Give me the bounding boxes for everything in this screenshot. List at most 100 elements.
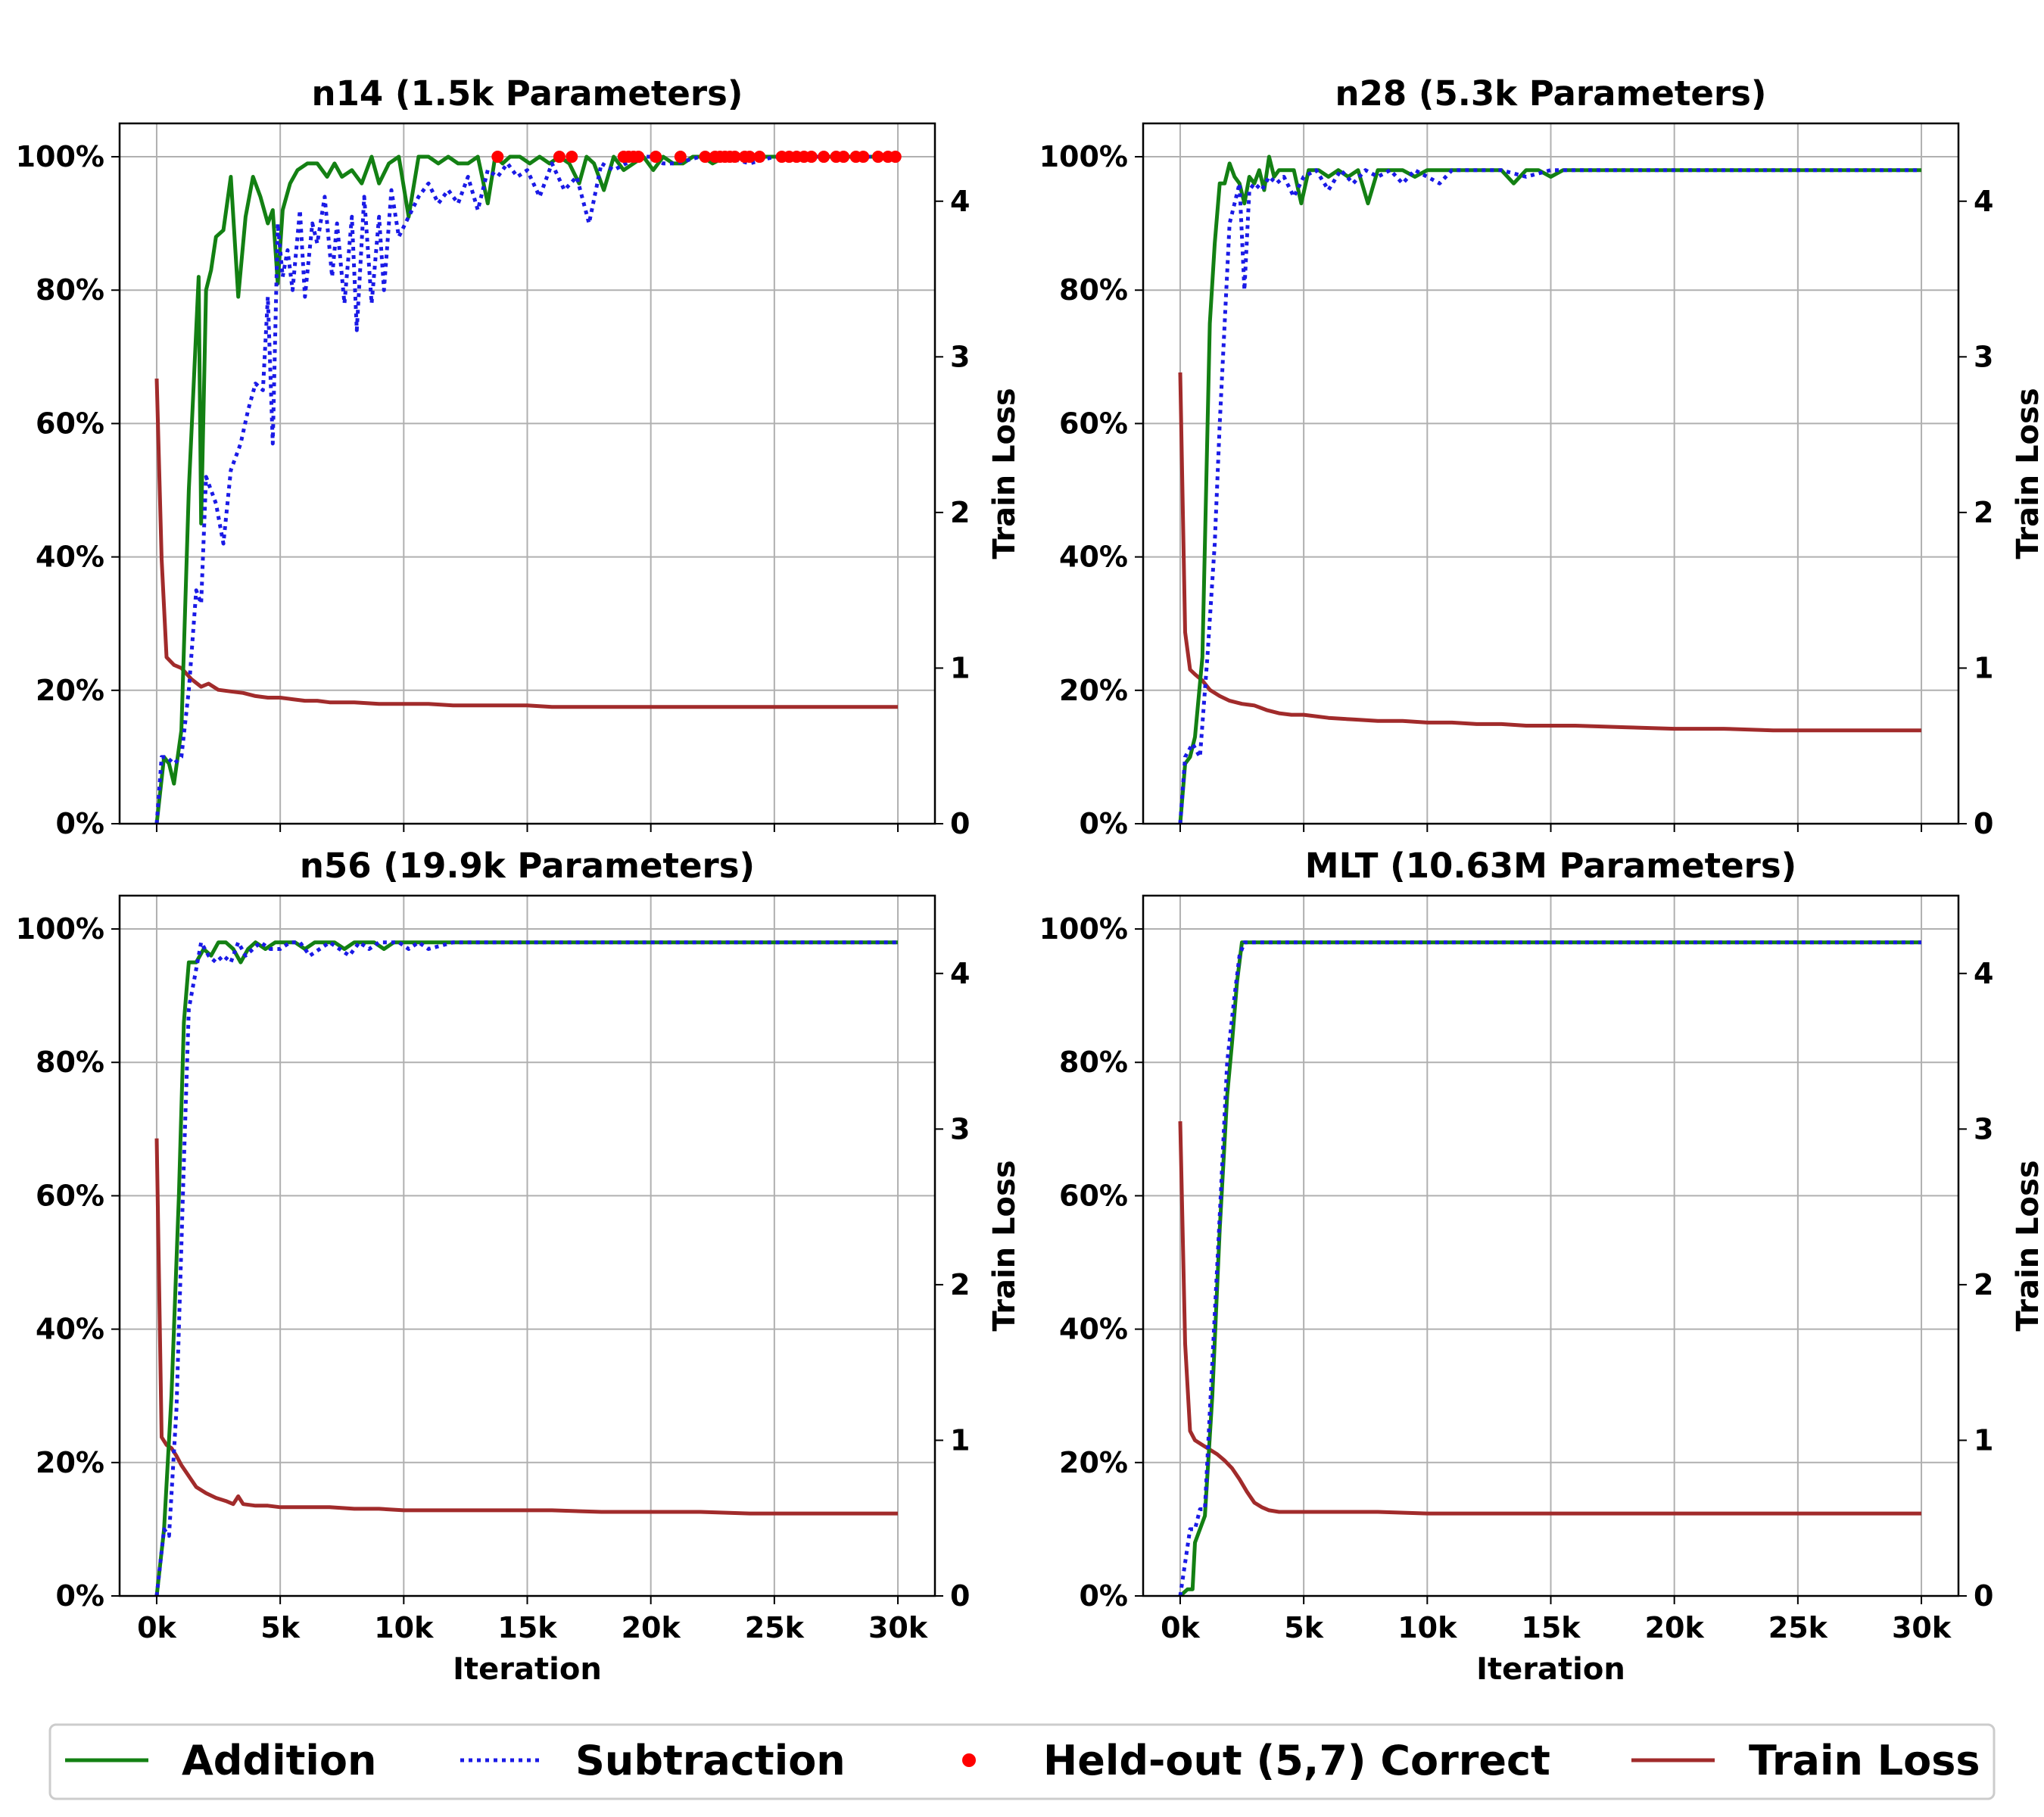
held-out-marker	[728, 151, 741, 164]
y-right-tick-label: 0	[1974, 807, 1993, 840]
held-out-marker	[889, 151, 902, 164]
held-out-marker	[699, 151, 712, 164]
series-line-addition	[1178, 154, 1921, 824]
x-tick-label: 15k	[497, 1611, 557, 1644]
y-left-tick-label: 60%	[1059, 1179, 1128, 1212]
y-left-tick-label: 60%	[1059, 407, 1128, 440]
y-right-tick-label: 2	[1974, 1268, 1993, 1301]
held-out-marker	[632, 151, 645, 164]
y-left-tick-label: 0%	[55, 1579, 104, 1613]
y-left-tick-label: 40%	[36, 541, 104, 574]
y-left-tick-label: 80%	[1059, 1046, 1128, 1079]
x-tick-label: 25k	[745, 1611, 805, 1644]
x-axis-label: Iteration	[453, 1652, 602, 1687]
series-group	[154, 154, 898, 824]
chart-title: n14 (1.5k Parameters)	[312, 73, 743, 114]
chart-title: n56 (19.9k Parameters)	[300, 846, 755, 886]
series-line-train-loss	[154, 379, 898, 709]
series-group	[154, 940, 898, 1596]
chart-panel-0: 0% 20% 40% 60% 80% 100% 0 1 2 3 4 n14 (1.5k Paramet…	[16, 73, 1022, 840]
y-left-tick-label: 0%	[1079, 1579, 1128, 1613]
y-right-axis-label: Train Loss	[2011, 1160, 2044, 1331]
y-left-tick-label: 100%	[16, 140, 104, 173]
x-tick-label: 0k	[1161, 1611, 1200, 1644]
legend-handle-held-out-5-7-correct	[962, 1753, 976, 1767]
y-right-tick-label: 0	[1974, 1579, 1993, 1613]
y-left-tick-label: 100%	[1039, 140, 1128, 173]
series-line-train-loss	[154, 1138, 898, 1516]
series-group	[1178, 154, 1921, 824]
x-tick-label: 5k	[260, 1611, 300, 1644]
y-right-tick-label: 0	[950, 807, 970, 840]
y-right-axis-label: Train Loss	[987, 388, 1022, 559]
y-right-tick-label: 1	[950, 651, 970, 684]
y-right-tick-label: 3	[950, 1112, 970, 1145]
plot-frame	[1142, 122, 1960, 825]
chart-panel-2: 0k 5k 10k 15k 20k 25k 30k 0% 20% 40% 60% 80% 100% 0 1 2…	[16, 846, 1022, 1687]
x-tick-label: 5k	[1284, 1611, 1323, 1644]
y-right-tick-label: 3	[950, 340, 970, 373]
series-line-subtraction	[154, 940, 898, 1596]
y-right-tick-label: 4	[1974, 957, 1993, 990]
held-out-marker	[805, 151, 818, 164]
x-tick-label: 30k	[1892, 1611, 1952, 1644]
held-out-marker	[857, 151, 870, 164]
y-right-tick-label: 2	[1974, 496, 1993, 529]
legend: Addition Subtraction Held-out (5,7) Correc…	[48, 1723, 1996, 1800]
legend-label-subtraction: Subtraction	[575, 1737, 846, 1784]
y-left-tick-label: 80%	[1059, 273, 1128, 307]
held-out-marker	[491, 151, 504, 164]
y-left-tick-label: 60%	[36, 407, 104, 440]
y-left-tick-label: 40%	[1059, 541, 1128, 574]
y-left-tick-label: 20%	[36, 674, 104, 707]
x-tick-label: 10k	[374, 1611, 434, 1644]
held-out-marker	[566, 151, 578, 164]
y-left-tick-label: 60%	[36, 1179, 104, 1212]
y-right-tick-label: 1	[950, 1423, 970, 1457]
y-right-tick-label: 0	[950, 1579, 970, 1613]
held-out-marker	[650, 151, 662, 164]
chart-panel-3: 0k 5k 10k 15k 20k 25k 30k 0% 20% 40% 60% 80% 100% 0 1 2…	[1039, 846, 2044, 1687]
y-left-tick-label: 80%	[36, 1046, 104, 1079]
series-group	[1178, 940, 1921, 1596]
chart-title: n28 (5.3k Parameters)	[1335, 73, 1767, 114]
x-axis-label: Iteration	[1476, 1652, 1625, 1687]
series-line-addition	[154, 154, 898, 824]
x-tick-label: 30k	[868, 1611, 928, 1644]
x-tick-label: 10k	[1397, 1611, 1457, 1644]
x-tick-label: 15k	[1521, 1611, 1581, 1644]
y-left-tick-label: 80%	[36, 273, 104, 307]
y-right-axis-label: Train Loss	[2011, 388, 2044, 559]
y-right-tick-label: 3	[1974, 340, 1993, 373]
series-line-train-loss	[1178, 1121, 1921, 1516]
held-out-marker	[674, 151, 687, 164]
held-out-marker	[818, 151, 830, 164]
plot-frame	[1142, 894, 1960, 1597]
held-out-marker	[753, 151, 766, 164]
y-right-tick-label: 2	[950, 496, 970, 529]
chart-title: MLT (10.63M Parameters)	[1305, 846, 1796, 886]
plot-frame	[118, 894, 936, 1597]
y-right-tick-label: 4	[950, 185, 970, 218]
series-line-subtraction	[1178, 168, 1921, 824]
y-right-tick-label: 2	[950, 1268, 970, 1301]
y-left-tick-label: 20%	[1059, 674, 1128, 707]
held-out-marker	[871, 151, 884, 164]
y-right-tick-label: 4	[1974, 185, 1993, 218]
y-right-tick-label: 1	[1974, 651, 1993, 684]
held-out-marker	[837, 151, 850, 164]
y-left-tick-label: 100%	[1039, 912, 1128, 946]
y-left-tick-label: 20%	[36, 1446, 104, 1479]
legend-label-held-out-5-7-correct: Held-out (5,7) Correct	[1043, 1737, 1550, 1784]
chart-panel-1: 0% 20% 40% 60% 80% 100% 0 1 2 3 4 n28 (5.3k Paramet…	[1039, 73, 2044, 840]
y-right-tick-label: 3	[1974, 1112, 1993, 1145]
y-right-tick-label: 4	[950, 957, 970, 990]
plot-frame	[118, 122, 936, 825]
x-tick-label: 20k	[1645, 1611, 1705, 1644]
x-tick-label: 25k	[1768, 1611, 1828, 1644]
legend-frame	[48, 1723, 1996, 1800]
y-right-axis-label: Train Loss	[987, 1160, 1022, 1331]
y-left-tick-label: 0%	[1079, 807, 1128, 840]
series-line-train-loss	[1178, 372, 1921, 733]
